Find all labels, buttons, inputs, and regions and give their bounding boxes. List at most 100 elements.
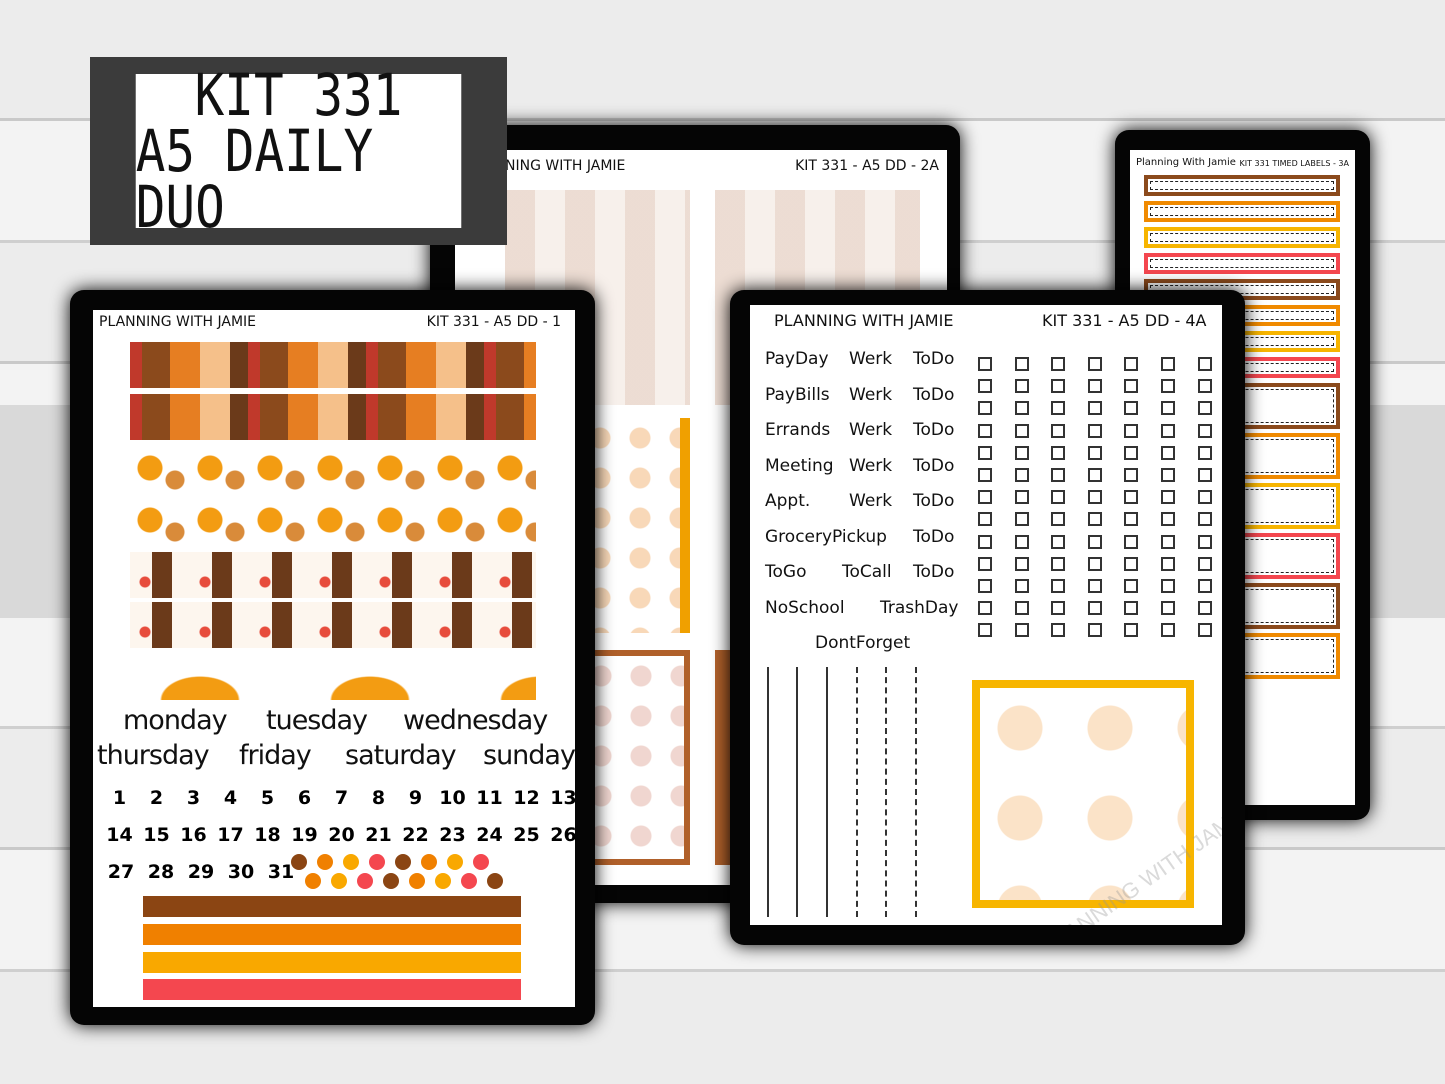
- checkbox-sticker: [978, 423, 992, 438]
- checkbox-sticker: [1161, 534, 1175, 549]
- word-sticker: Werk: [849, 384, 893, 405]
- word-sticker: Werk: [849, 420, 893, 440]
- timed-label-sticker: [1144, 253, 1340, 274]
- checkbox-sticker: [978, 379, 992, 394]
- sheet-4a-code: KIT 331 - A5 DD - 4A: [1042, 311, 1207, 330]
- color-dot: [369, 854, 385, 870]
- color-dot: [291, 854, 307, 870]
- day-monday: monday: [123, 705, 228, 736]
- checkbox-sticker: [1087, 423, 1102, 438]
- checkbox-sticker: [1161, 357, 1175, 371]
- word-sticker: ToDo: [913, 420, 955, 440]
- checkbox-sticker: [1124, 357, 1139, 371]
- checkbox-sticker: [1087, 357, 1102, 371]
- date-number: 15: [143, 824, 170, 846]
- checkbox-sticker: [978, 512, 992, 527]
- checkbox-sticker: [1161, 512, 1175, 527]
- date-number: 14: [106, 824, 133, 846]
- checkbox-sticker: [1087, 601, 1102, 616]
- day-sunday: sunday: [483, 740, 575, 771]
- checkbox-sticker: [1014, 379, 1029, 394]
- checkbox-sticker: [1014, 534, 1029, 549]
- date-number: 7: [334, 787, 349, 809]
- checkbox-sticker: [1161, 423, 1175, 438]
- word-sticker: DontForget: [815, 633, 911, 653]
- color-dot: [409, 873, 425, 889]
- day-friday: friday: [239, 740, 312, 771]
- checkbox-sticker: [1161, 623, 1175, 638]
- date-number: 24: [476, 824, 503, 846]
- color-dot: [461, 873, 477, 889]
- pumpkin-washi-strip: [130, 654, 536, 700]
- checkbox-sticker: [1014, 401, 1029, 416]
- checkbox-sticker: [1087, 534, 1102, 549]
- color-dot: [331, 873, 347, 889]
- date-number: 22: [402, 824, 429, 846]
- word-sticker: ToDo: [913, 526, 955, 547]
- date-number: 20: [328, 824, 355, 846]
- checkbox-sticker: [1051, 556, 1066, 571]
- date-number: 10: [439, 787, 466, 809]
- checkbox-sticker: [1087, 579, 1102, 593]
- checkbox-sticker: [1087, 379, 1102, 394]
- checkbox-sticker: [1014, 601, 1029, 616]
- word-sticker: Meeting: [765, 455, 834, 476]
- checkbox-sticker: [1087, 445, 1102, 460]
- checkbox-sticker: [978, 401, 992, 416]
- checkbox-sticker: [1197, 534, 1212, 549]
- checkbox-sticker: [1197, 379, 1212, 394]
- sheet-2a-code: KIT 331 - A5 DD - 2A: [795, 158, 939, 174]
- checkbox-sticker: [1197, 445, 1212, 460]
- date-number: 28: [147, 861, 175, 883]
- timed-label-sticker: [1144, 227, 1340, 248]
- checkbox-sticker: [1051, 623, 1066, 638]
- date-number: 2: [149, 787, 164, 809]
- checkbox-sticker: [1197, 623, 1212, 638]
- date-number: 19: [291, 824, 318, 846]
- date-number: 12: [513, 787, 540, 809]
- checkbox-sticker: [1014, 357, 1029, 371]
- checkbox-sticker: [1087, 623, 1102, 638]
- color-bar-brown: [143, 896, 521, 917]
- word-sticker: TrashDay: [880, 597, 959, 618]
- word-sticker: ToDo: [913, 562, 955, 582]
- color-dot: [357, 873, 373, 889]
- checkbox-sticker: [1124, 579, 1139, 593]
- checkbox-sticker: [1014, 623, 1029, 638]
- checkbox-sticker: [1124, 445, 1139, 460]
- checkbox-sticker: [1161, 445, 1175, 460]
- pilgrim-hat-washi-strip: [130, 552, 536, 598]
- checkbox-sticker: [1087, 490, 1102, 505]
- checkbox-sticker: [1124, 401, 1139, 416]
- checkbox-sticker: [1087, 512, 1102, 527]
- color-dot: [395, 854, 411, 870]
- checkbox-sticker: [1197, 579, 1212, 593]
- checkbox-sticker: [1014, 579, 1029, 593]
- checkbox-sticker: [1014, 490, 1029, 505]
- checkbox-sticker: [1197, 357, 1212, 371]
- color-dot: [317, 854, 333, 870]
- writing-line: [826, 667, 828, 917]
- word-sticker: Werk: [849, 349, 893, 369]
- checkbox-sticker: [1087, 468, 1102, 482]
- checkbox-sticker: [1197, 490, 1212, 505]
- writing-line: [856, 667, 858, 917]
- word-sticker: ToDo: [913, 455, 955, 476]
- checkbox-sticker: [1161, 401, 1175, 416]
- checkbox-sticker: [1124, 601, 1139, 616]
- date-number: 13: [550, 787, 575, 809]
- word-sticker: PayDay: [765, 349, 829, 369]
- color-dot: [435, 873, 451, 889]
- pumpkin-frame-sticker: [972, 680, 1194, 908]
- word-sticker: Appt.: [765, 491, 811, 511]
- writing-line: [885, 667, 887, 917]
- writing-line: [767, 667, 769, 917]
- checkbox-sticker: [1051, 401, 1066, 416]
- checkbox-sticker: [1124, 468, 1139, 482]
- checkbox-sticker: [1014, 468, 1029, 482]
- date-number: 8: [371, 787, 386, 809]
- date-number: 27: [107, 861, 135, 883]
- checkbox-sticker: [1197, 556, 1212, 571]
- day-thursday: thursday: [97, 740, 210, 771]
- word-sticker: ToDo: [913, 349, 955, 369]
